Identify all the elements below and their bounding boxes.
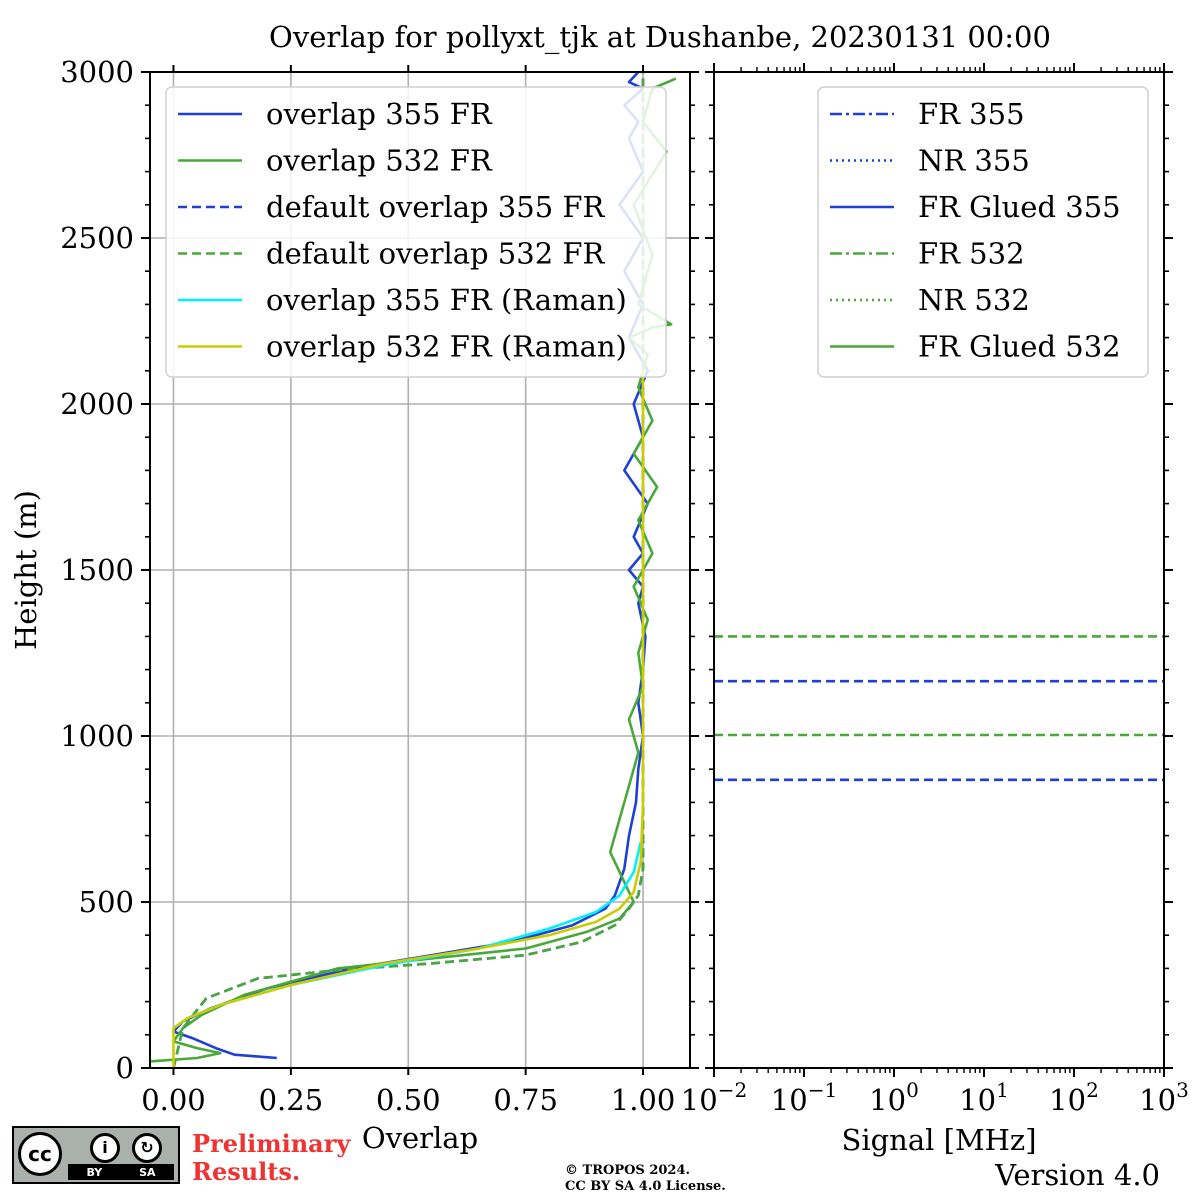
log-x-tick-label: 100	[869, 1078, 919, 1117]
preliminary-line-2: Results.	[192, 1157, 301, 1186]
legend-frame	[817, 86, 1149, 378]
signal-horizontal-lines	[714, 635, 1164, 782]
y-tick-label: 1000	[60, 719, 134, 753]
y-tick-label: 2000	[60, 387, 134, 421]
copyright-notice: © TROPOS 2024. CC BY SA 4.0 License.	[565, 1163, 726, 1195]
preliminary-line-1: Preliminary	[192, 1129, 351, 1158]
copyright-line-2: CC BY SA 4.0 License.	[565, 1179, 726, 1194]
signal-panel: 10−2 10−1 100 101 102 103 Signal [MHz] FR 355…	[681, 63, 1189, 1157]
log-x-tick-exponent: 1	[996, 1078, 1009, 1102]
cc-logo-icon: cc	[18, 1132, 62, 1176]
y-tick-label: 0	[116, 1051, 134, 1085]
cc-badge-strip: BY SA	[68, 1164, 174, 1180]
copyright-line-1: © TROPOS 2024.	[565, 1163, 691, 1178]
overlap-panel: 0.00 0.25 0.50 0.75 1.00 0 500 1000 1500 2000 2500…	[9, 55, 699, 1155]
overlap-x-label: Overlap	[362, 1121, 478, 1155]
preliminary-notice: Preliminary Results.	[192, 1130, 350, 1186]
attribution-icon: i	[90, 1133, 120, 1163]
legend-entry: NR 355	[918, 144, 1030, 178]
cc-sa-label: SA	[139, 1165, 156, 1179]
series-line-3	[172, 72, 645, 1069]
chart-title: Overlap for pollyxt_tjk at Dushanbe, 202…	[269, 20, 1051, 55]
overlap-ticks: 0.00 0.25 0.50 0.75 1.00 0 500 1000 1500 2000 2500…	[60, 55, 699, 1117]
y-tick-label: 500	[79, 885, 134, 919]
x-tick-label: 0.50	[376, 1083, 441, 1117]
y-tick-label: 2500	[60, 221, 134, 255]
legend-entry: overlap 532 FR (Raman)	[266, 330, 627, 364]
log-x-tick-label: 102	[1049, 1078, 1099, 1117]
cc-by-label: BY	[86, 1165, 103, 1179]
signal-legend: FR 355 NR 355 FR Glued 355 FR 532 NR 532 FR G…	[817, 86, 1149, 378]
legend-entry: default overlap 355 FR	[266, 190, 605, 224]
legend-entry: default overlap 532 FR	[266, 237, 605, 271]
log-x-tick-label: 101	[959, 1078, 1009, 1117]
legend-entry: overlap 355 FR	[266, 97, 493, 131]
cc-license-badge: cc i ↻ BY SA	[12, 1126, 180, 1184]
y-tick-label: 3000	[60, 55, 134, 89]
log-x-tick-label: 10−2	[681, 1078, 747, 1117]
x-tick-label: 1.00	[611, 1083, 676, 1117]
x-tick-label: 0.25	[259, 1083, 324, 1117]
log-x-tick-exponent: 3	[1176, 1078, 1189, 1102]
log-x-tick-label: 10−1	[771, 1078, 837, 1117]
legend-entry: FR 355	[918, 97, 1025, 131]
legend-entry: NR 532	[918, 283, 1030, 317]
height-y-label: Height (m)	[9, 490, 43, 650]
legend-entry: overlap 355 FR (Raman)	[266, 283, 627, 317]
legend-frame	[165, 86, 667, 378]
legend-entry: FR 532	[918, 237, 1025, 271]
log-x-tick-label: 103	[1139, 1078, 1189, 1117]
log-x-tick-exponent: −2	[718, 1078, 747, 1102]
legend-entry: FR Glued 532	[918, 330, 1121, 364]
x-tick-label: 0.75	[493, 1083, 558, 1117]
overlap-legend: overlap 355 FR overlap 532 FR default over…	[165, 86, 667, 378]
legend-entry: FR Glued 355	[918, 190, 1121, 224]
y-tick-label: 1500	[60, 553, 134, 587]
x-tick-label: 0.00	[141, 1083, 206, 1117]
log-x-tick-exponent: 2	[1086, 1078, 1099, 1102]
version-label: Version 4.0	[995, 1158, 1160, 1192]
series-line-5	[172, 370, 645, 1068]
signal-ticks: 10−2 10−1 100 101 102 103	[681, 63, 1189, 1117]
signal-x-label: Signal [MHz]	[841, 1123, 1036, 1157]
log-x-tick-exponent: 0	[906, 1078, 919, 1102]
log-x-tick-exponent: −1	[808, 1078, 837, 1102]
share-alike-icon: ↻	[132, 1133, 162, 1163]
legend-entry: overlap 532 FR	[266, 144, 493, 178]
